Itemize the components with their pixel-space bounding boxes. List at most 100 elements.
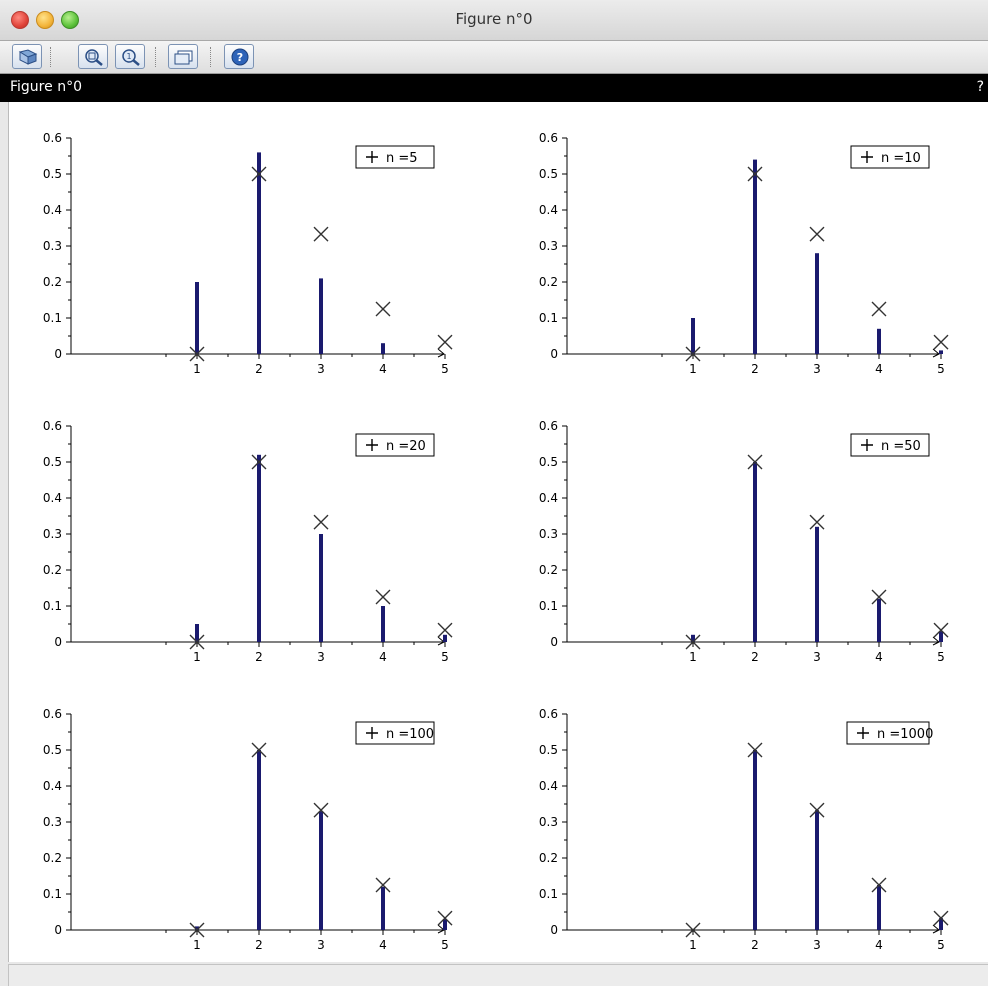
y-tick-label: 0.6 — [43, 707, 62, 721]
x-axis-arrow — [932, 636, 940, 646]
x-tick-label: 4 — [875, 938, 883, 952]
x-tick-label: 3 — [317, 362, 325, 376]
legend-label: n =10 — [881, 151, 921, 166]
x-tick-label: 3 — [813, 650, 821, 664]
help-icon: ? — [231, 48, 249, 66]
legend-label: n =5 — [386, 151, 418, 166]
y-tick-label: 0.3 — [539, 815, 558, 829]
legend-box — [355, 145, 435, 169]
bar — [691, 634, 695, 642]
rotate-button[interactable] — [12, 44, 42, 69]
y-tick-label: 0.1 — [43, 599, 62, 613]
datatip-button[interactable] — [168, 44, 198, 69]
x-tick-label: 2 — [255, 938, 263, 952]
x-tick-label: 1 — [193, 650, 201, 664]
bar — [381, 343, 385, 354]
help-button[interactable]: ? — [224, 44, 254, 69]
x-tick-label: 1 — [193, 938, 201, 952]
expected-marker — [933, 334, 949, 350]
zoom-in-icon — [85, 49, 103, 66]
y-tick-label: 0.1 — [43, 311, 62, 325]
y-tick-label: 0.2 — [539, 275, 558, 289]
legend-marker — [366, 151, 378, 163]
expected-marker — [933, 910, 949, 926]
x-tick-label: 2 — [751, 650, 759, 664]
legend-box — [850, 145, 930, 169]
x-tick-label: 2 — [751, 938, 759, 952]
x-tick-label: 5 — [441, 938, 449, 952]
bar — [939, 631, 943, 642]
x-tick-label: 2 — [751, 362, 759, 376]
expected-marker — [313, 514, 329, 530]
y-tick-label: 0.5 — [43, 743, 62, 757]
x-axis-arrow — [932, 348, 940, 358]
bar — [319, 534, 323, 642]
legend-box — [850, 433, 930, 457]
legend-marker — [861, 151, 873, 163]
expected-marker — [809, 802, 825, 818]
y-tick-label: 0.1 — [43, 887, 62, 901]
y-tick-label: 0 — [54, 347, 62, 361]
zoom-out-button[interactable]: 1 — [115, 44, 145, 69]
y-tick-label: 0 — [550, 635, 558, 649]
close-window-button[interactable] — [11, 11, 29, 29]
bar — [257, 750, 261, 930]
bar — [877, 598, 881, 642]
expected-marker — [437, 334, 453, 350]
x-axis-arrow — [437, 348, 445, 358]
x-tick-label: 5 — [937, 362, 945, 376]
rotate-icon — [18, 49, 38, 65]
x-tick-label: 4 — [875, 650, 883, 664]
y-tick-label: 0.3 — [539, 239, 558, 253]
expected-marker — [685, 346, 701, 362]
figure-label: Figure n°0 — [10, 79, 82, 95]
y-tick-label: 0.4 — [43, 779, 62, 793]
y-tick-label: 0.6 — [43, 419, 62, 433]
window-title: Figure n°0 — [455, 10, 533, 28]
window-titlebar: Figure n°0 — [0, 0, 988, 41]
expected-marker — [437, 910, 453, 926]
x-tick-label: 3 — [813, 362, 821, 376]
x-tick-label: 3 — [317, 938, 325, 952]
expected-marker — [809, 226, 825, 242]
legend-label: n =100 — [386, 727, 434, 742]
toolbar-separator — [155, 47, 156, 67]
expected-marker — [871, 589, 887, 605]
y-tick-label: 0.6 — [43, 131, 62, 145]
expected-marker — [747, 742, 763, 758]
zoom-window-button[interactable] — [61, 11, 79, 29]
zoom-out-icon: 1 — [122, 49, 140, 66]
expected-marker — [313, 226, 329, 242]
expected-marker — [747, 166, 763, 182]
bar — [753, 462, 757, 642]
y-tick-label: 0.4 — [43, 491, 62, 505]
bar — [691, 318, 695, 354]
x-tick-label: 1 — [689, 362, 697, 376]
minimize-window-button[interactable] — [36, 11, 54, 29]
figure-help-mark: ? — [976, 79, 984, 95]
bar — [381, 606, 385, 642]
zoom-in-button[interactable] — [78, 44, 108, 69]
y-tick-label: 0.1 — [539, 311, 558, 325]
x-tick-label: 2 — [255, 362, 263, 376]
x-tick-label: 5 — [441, 362, 449, 376]
y-tick-label: 0.2 — [539, 563, 558, 577]
legend-marker — [857, 727, 869, 739]
expected-marker — [189, 346, 205, 362]
bar — [195, 282, 199, 354]
bar — [753, 750, 757, 930]
legend-marker — [366, 439, 378, 451]
x-tick-label: 3 — [317, 650, 325, 664]
y-tick-label: 0 — [54, 923, 62, 937]
y-tick-label: 0 — [550, 347, 558, 361]
y-tick-label: 0.1 — [539, 887, 558, 901]
status-bar — [8, 964, 988, 986]
plot-canvas[interactable]: 0 0.1 0.2 0.3 0.4 0.5 0.6 1 2 3 4 5 n =5 0 0.1 0.2 0.3 0.… — [8, 102, 988, 962]
x-tick-label: 4 — [379, 362, 387, 376]
x-tick-label: 2 — [255, 650, 263, 664]
y-tick-label: 0.4 — [43, 203, 62, 217]
y-tick-label: 0.4 — [539, 779, 558, 793]
y-tick-label: 0.5 — [539, 743, 558, 757]
x-tick-label: 1 — [689, 938, 697, 952]
expected-marker — [313, 802, 329, 818]
